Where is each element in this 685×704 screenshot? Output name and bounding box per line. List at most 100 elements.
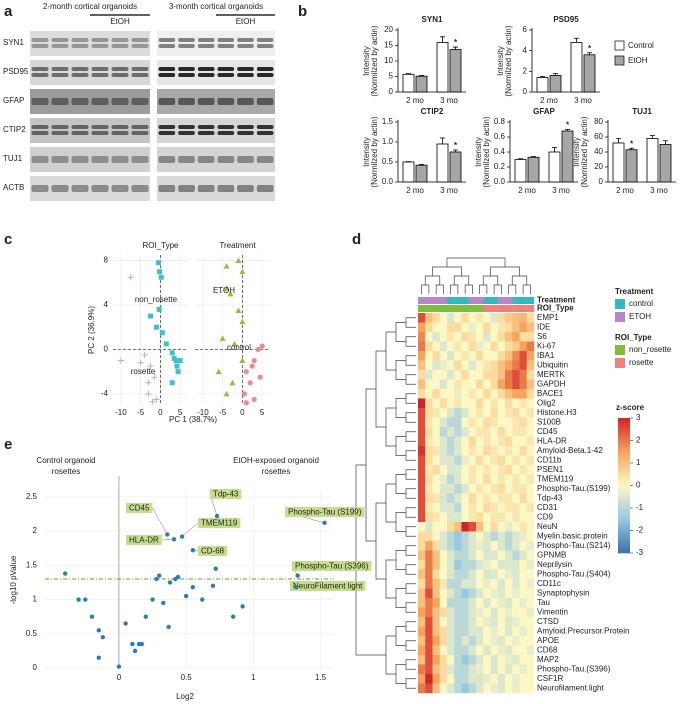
heatmap-cell	[425, 541, 433, 551]
heatmap-cell	[519, 626, 527, 637]
heatmap-cell	[439, 579, 448, 589]
colorbar-segment	[618, 537, 630, 540]
colorbar-segment	[618, 485, 630, 489]
heatmap-cell	[432, 579, 440, 589]
heatmap-cell	[483, 626, 491, 637]
heatmap-cell	[497, 636, 506, 646]
heatmap-cell	[439, 455, 448, 466]
error-bar	[440, 137, 445, 144]
y-tick-label: -4	[101, 389, 109, 398]
significance: *	[588, 44, 592, 53]
y-tick-label: 2	[33, 526, 38, 535]
y-tick-label: 1.5	[26, 560, 38, 569]
heatmap-cell	[519, 503, 527, 513]
colorbar-segment	[618, 523, 630, 527]
y-tick-label: 1	[33, 595, 38, 604]
heatmap-cell	[512, 531, 520, 542]
point	[148, 313, 153, 319]
chart-title: PSD95	[553, 15, 579, 24]
colorbar-segment	[618, 420, 630, 423]
series-label: ETOH	[213, 286, 235, 295]
blot-row-label: PSD95	[3, 67, 29, 76]
point	[154, 576, 159, 582]
y-tick-label: 0	[389, 87, 394, 96]
point	[145, 379, 152, 386]
heatmap-cell	[447, 474, 455, 485]
blot	[157, 147, 275, 172]
heatmap-cell	[519, 588, 527, 599]
x-tick-label: 3 mo	[440, 186, 458, 195]
heatmap-cell	[468, 408, 477, 418]
heatmap-cell	[483, 379, 491, 390]
row-label: IBA1	[537, 351, 555, 360]
x-tick-label: 1.5	[315, 673, 327, 682]
heatmap-cell	[468, 332, 477, 342]
heatmap-cell	[418, 332, 426, 342]
point	[174, 363, 180, 369]
blot-band	[91, 185, 109, 192]
heatmap-cell	[483, 541, 491, 551]
heatmap-cell	[526, 313, 535, 323]
heatmap-cell	[483, 370, 491, 380]
heatmap-cell	[432, 341, 440, 352]
blot-band	[217, 131, 235, 135]
dendrogram	[385, 483, 396, 523]
dendrogram	[395, 512, 406, 532]
heatmap-cell	[454, 569, 462, 580]
label-box	[198, 518, 241, 528]
heatmap-cell	[483, 484, 491, 494]
series-label: rosette	[131, 367, 156, 376]
blot-band	[237, 73, 254, 77]
heatmap-cell	[476, 626, 484, 637]
point	[177, 358, 183, 364]
heatmap-cell	[526, 436, 535, 447]
heatmap-cell	[418, 541, 426, 551]
row-label: GAPDH	[537, 379, 566, 388]
blot-band	[237, 125, 254, 129]
heatmap-cell	[418, 579, 426, 589]
legend-label: ETOH	[629, 312, 651, 321]
heatmap-cell	[447, 683, 455, 694]
dendrogram	[395, 360, 406, 380]
dendrogram	[464, 284, 473, 294]
annotation-cell	[497, 297, 506, 304]
error-bar	[419, 164, 424, 166]
heatmap-cell	[476, 427, 484, 437]
heatmap-cell	[447, 674, 455, 684]
annotation-cell	[476, 305, 484, 312]
blot-band	[71, 185, 89, 192]
heatmap-cell	[425, 626, 433, 637]
heatmap-cell	[461, 579, 469, 589]
heatmap-cell	[425, 664, 433, 675]
heatmap-cell	[425, 417, 433, 428]
x-tick-label: 0	[240, 408, 245, 417]
heatmap-cell	[490, 484, 498, 494]
heatmap-cell	[476, 398, 484, 409]
annotation-cell	[439, 297, 448, 304]
legend-swatch	[615, 312, 625, 322]
annotation-title: ROI_Type	[537, 304, 574, 313]
colorbar-segment	[618, 422, 630, 426]
heatmap-cell	[447, 417, 455, 428]
heatmap-cell	[505, 379, 513, 390]
heatmap-cell	[476, 560, 484, 570]
heatmap-cell	[490, 655, 498, 665]
colorbar-tick-label: -1	[636, 503, 644, 512]
heatmap-cell	[526, 341, 535, 352]
heatmap-cell	[454, 683, 462, 694]
heatmap-cell	[512, 351, 520, 361]
heatmap-cell	[461, 550, 469, 561]
point	[150, 597, 155, 602]
heatmap-cell	[447, 569, 455, 580]
blot-band	[111, 131, 129, 135]
point	[137, 359, 144, 366]
point	[151, 374, 158, 381]
row-label: Olig2	[537, 398, 556, 407]
heatmap-cell	[439, 598, 448, 608]
heatmap-cell	[447, 493, 455, 504]
heatmap-cell	[483, 607, 491, 618]
colorbar-segment	[618, 424, 630, 428]
heatmap-cell	[439, 370, 448, 380]
annotation-cell	[418, 297, 426, 304]
heatmap-cell	[505, 417, 513, 428]
